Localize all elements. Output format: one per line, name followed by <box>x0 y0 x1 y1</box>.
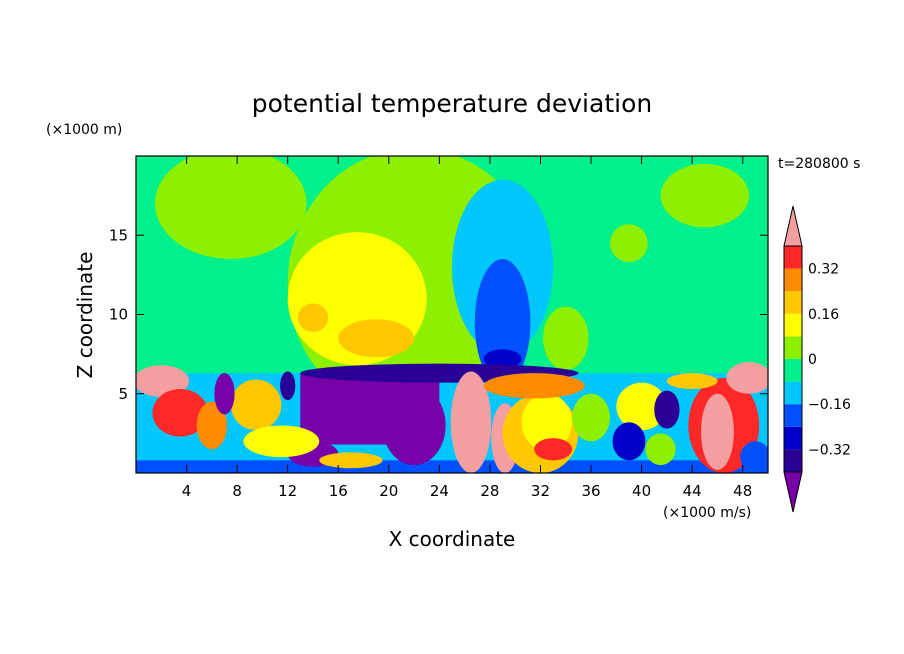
colorbar-frame <box>783 245 803 473</box>
contour-region <box>297 303 329 332</box>
contour-region <box>654 390 680 429</box>
colorbar-max-arrow <box>783 205 803 247</box>
contour-region <box>154 156 307 260</box>
contour-region <box>382 385 446 466</box>
colorbar-label: 0.32 <box>808 262 839 278</box>
contour-region <box>214 373 235 415</box>
x-tick-label: 24 <box>430 482 449 500</box>
x-tick-label: 36 <box>581 482 600 500</box>
x-tick-label: 28 <box>480 482 499 500</box>
contour-region <box>666 373 718 389</box>
colorbar-segment <box>784 291 802 314</box>
colorbar-segment <box>784 449 802 472</box>
x-tick-label: 4 <box>182 482 192 500</box>
colorbar-segment <box>784 381 802 405</box>
chart-title: potential temperature deviation <box>252 89 652 118</box>
contour-region <box>616 382 667 431</box>
y-tick-label: 10 <box>109 306 128 324</box>
contour-region <box>196 401 228 450</box>
colorbar: −0.32 −0.16 0 0.16 0.32 <box>783 205 851 513</box>
colorbar-segment <box>784 359 802 382</box>
contour-region <box>645 433 676 466</box>
contour-region <box>280 371 296 401</box>
colorbar-label: 0.16 <box>808 307 839 323</box>
colorbar-min-arrow <box>783 471 803 513</box>
y-unit-label: (×1000 m) <box>46 122 122 138</box>
x-ticks: 4 8 12 16 20 24 28 32 36 40 44 48 <box>182 156 752 500</box>
contour-field <box>136 156 768 473</box>
x-tick-label: 40 <box>632 482 651 500</box>
colorbar-segment <box>784 404 802 427</box>
x-tick-label: 12 <box>278 482 297 500</box>
colorbar-segment <box>784 313 802 337</box>
contour-region <box>483 349 522 369</box>
contour-region <box>521 393 573 451</box>
contour-region <box>243 425 320 458</box>
time-label: t=280800 s <box>778 156 860 172</box>
contour-region <box>230 379 282 431</box>
contour-region <box>483 373 585 399</box>
x-unit-label: (×1000 m/s) <box>663 505 751 521</box>
contour-region <box>740 441 768 473</box>
contour-region <box>534 438 573 461</box>
x-tick-label: 48 <box>733 482 752 500</box>
contour-region <box>338 319 415 358</box>
contour-region <box>701 393 734 470</box>
contour-region <box>136 365 190 397</box>
y-tick-label: 5 <box>118 385 128 403</box>
contour-region <box>543 306 589 370</box>
contour-region <box>572 393 610 442</box>
colorbar-label: −0.16 <box>808 397 851 413</box>
x-tick-label: 32 <box>531 482 550 500</box>
colorbar-label: −0.32 <box>808 442 851 458</box>
contour-region <box>660 163 750 228</box>
contour-region <box>610 224 648 263</box>
x-tick-label: 16 <box>329 482 348 500</box>
y-ticks: 5 10 15 <box>109 226 768 403</box>
y-axis-label: Z coordinate <box>73 252 97 379</box>
contour-region <box>450 371 492 473</box>
y-tick-label: 15 <box>109 226 128 244</box>
x-tick-label: 20 <box>379 482 398 500</box>
x-axis-label: X coordinate <box>389 527 516 551</box>
colorbar-segment <box>784 268 802 292</box>
contour-region <box>726 362 768 394</box>
contour-region <box>152 388 209 437</box>
x-tick-label: 44 <box>683 482 702 500</box>
colorbar-segment <box>784 246 802 269</box>
x-tick-label: 8 <box>232 482 242 500</box>
contour-region <box>319 452 383 469</box>
colorbar-label: 0 <box>808 352 817 368</box>
contour-region <box>136 460 768 473</box>
colorbar-segment <box>784 426 802 450</box>
colorbar-segment <box>784 336 802 359</box>
contour-region <box>612 422 646 461</box>
